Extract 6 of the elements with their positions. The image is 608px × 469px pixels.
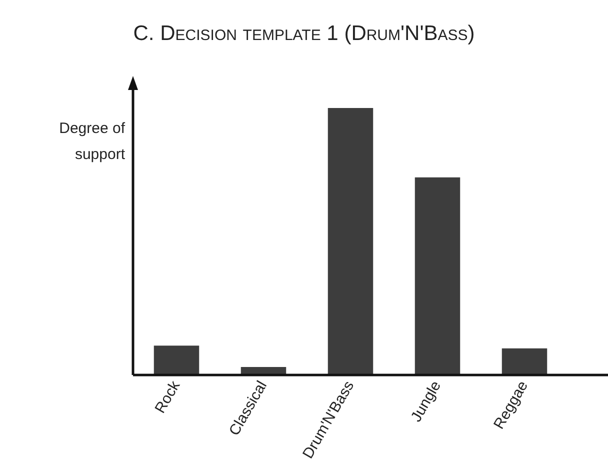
bar: [414, 177, 460, 376]
chart-title: C. Decision template 1 (Drum'N'Bass): [132, 22, 476, 46]
bar: [154, 346, 200, 376]
y-axis-title: Degree of support: [58, 119, 125, 165]
bar: [502, 348, 548, 376]
bar: [328, 108, 374, 376]
